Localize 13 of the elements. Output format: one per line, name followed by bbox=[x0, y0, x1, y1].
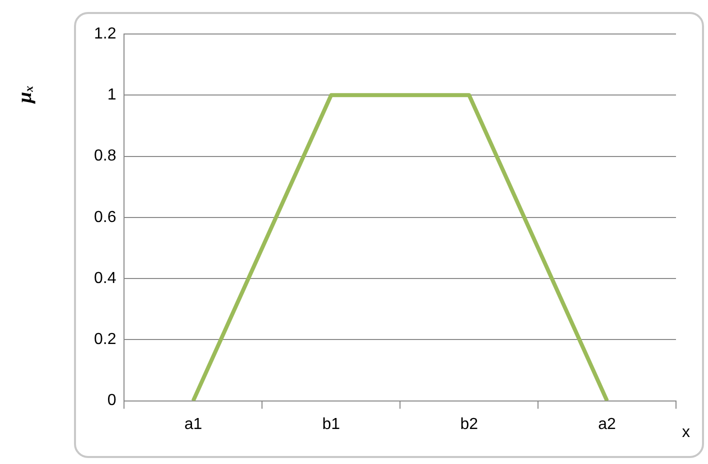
y-tick-label: 0.2 bbox=[94, 331, 116, 348]
y-tick-label: 0 bbox=[107, 392, 116, 410]
y-tick-label: 1 bbox=[107, 86, 116, 104]
x-tick-label: b2 bbox=[460, 416, 478, 433]
y-axis-title: μₓ bbox=[14, 85, 36, 104]
x-tick-label: a1 bbox=[184, 416, 202, 433]
y-tick-label: 1.2 bbox=[94, 25, 116, 42]
y-tick-label: 0.6 bbox=[94, 208, 116, 226]
x-tick-label: b1 bbox=[322, 416, 340, 433]
x-axis-title: x bbox=[682, 424, 690, 442]
y-tick-label: 0.4 bbox=[94, 270, 116, 287]
x-tick-label: a2 bbox=[598, 416, 616, 433]
y-tick-label: 0.8 bbox=[94, 148, 116, 165]
